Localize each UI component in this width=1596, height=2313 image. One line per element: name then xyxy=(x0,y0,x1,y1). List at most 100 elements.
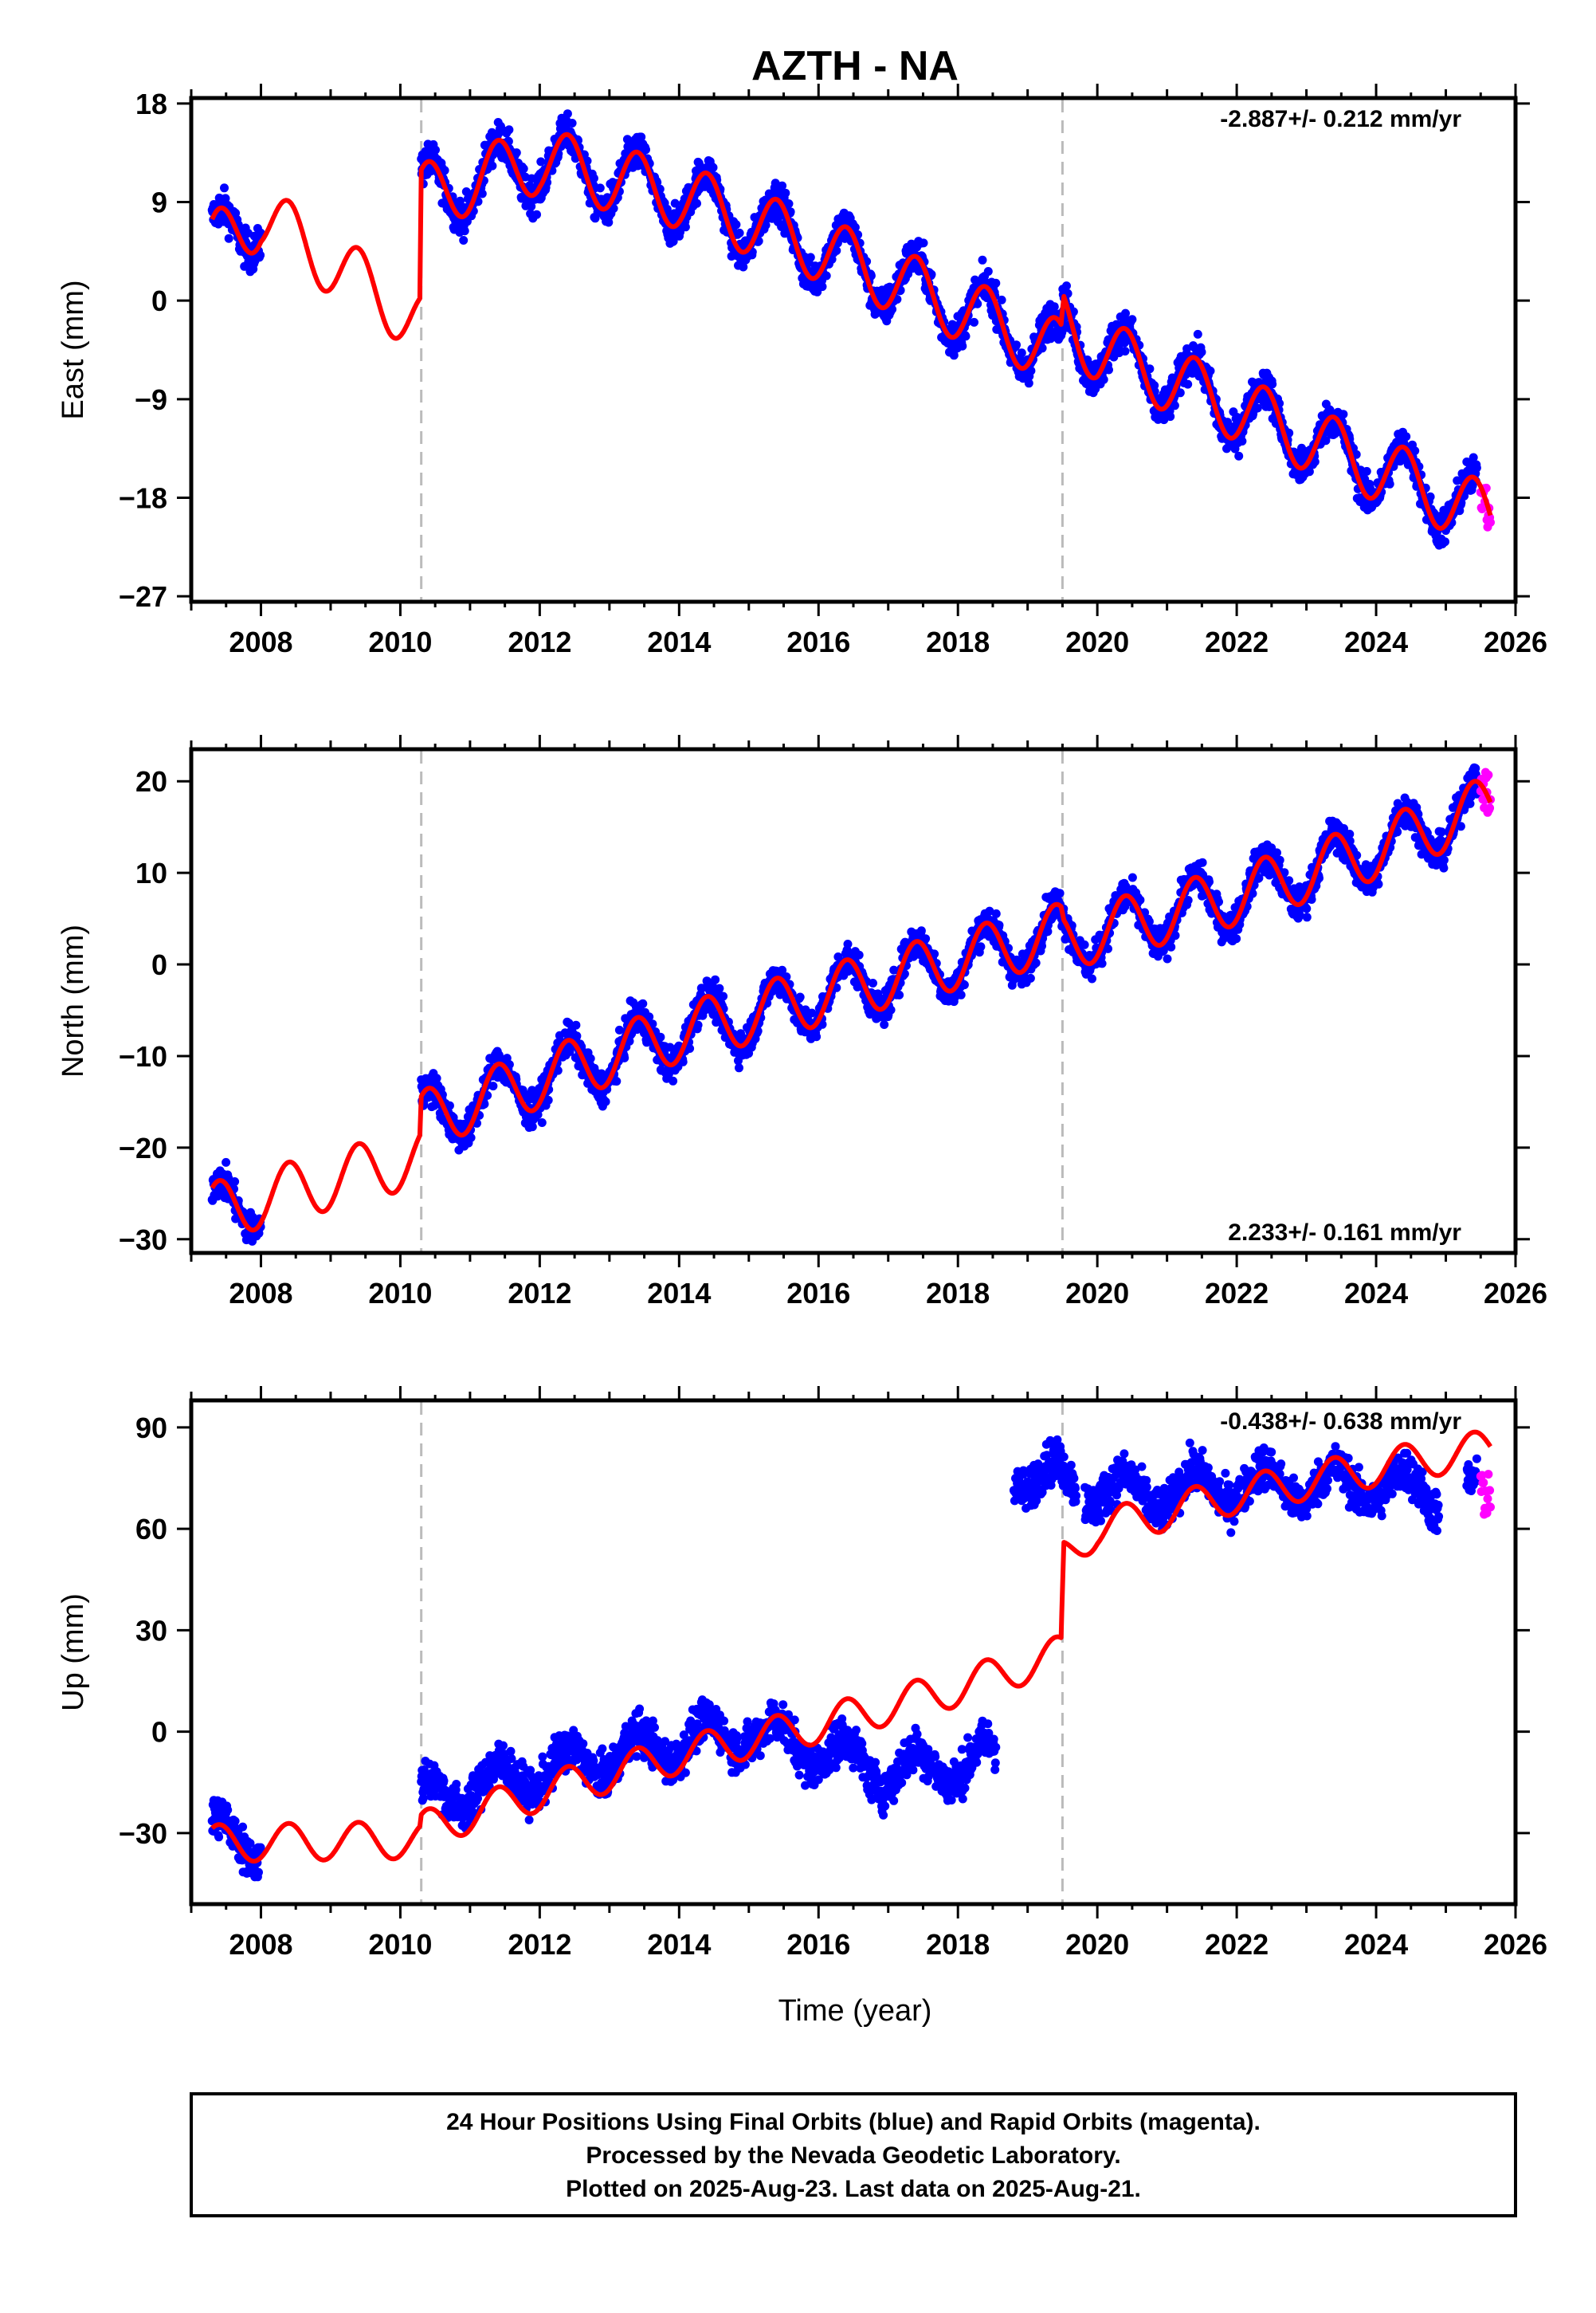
x-tick-label: 2008 xyxy=(229,626,292,658)
final-orbit-point xyxy=(880,1020,889,1029)
final-orbit-point xyxy=(1170,401,1179,410)
final-orbit-point xyxy=(711,975,720,984)
final-orbit-point xyxy=(1012,340,1021,350)
final-orbit-point xyxy=(1017,348,1026,358)
final-orbit-point xyxy=(662,204,672,214)
final-orbit-point xyxy=(527,202,536,211)
final-orbit-point xyxy=(586,1054,595,1063)
final-orbit-point xyxy=(1206,366,1215,375)
final-orbit-point xyxy=(1163,954,1172,964)
final-orbit-point xyxy=(1362,466,1371,476)
final-orbit-point xyxy=(1193,329,1202,339)
final-orbit-point xyxy=(589,174,598,183)
final-orbit-point xyxy=(1472,463,1481,473)
final-orbit-point xyxy=(949,351,959,360)
east-panel: 2008 2010 2012 2014 2016 2018 2020 2022 2024 2026… xyxy=(57,84,1547,658)
x-tick-label: 2022 xyxy=(1205,626,1269,658)
final-orbit-point xyxy=(1083,355,1092,364)
model-curve xyxy=(210,132,1493,531)
final-orbit-point xyxy=(1237,437,1247,446)
y-tick-label: −27 xyxy=(119,580,167,613)
y-tick-label: 9 xyxy=(151,187,167,219)
final-orbit-point xyxy=(869,979,877,988)
final-orbit-point xyxy=(477,189,487,198)
final-orbit-point xyxy=(991,909,1001,918)
final-orbit-point xyxy=(1088,974,1096,984)
final-orbit-point xyxy=(1049,302,1059,312)
final-orbit-point xyxy=(1062,281,1071,291)
final-orbit-point xyxy=(1024,379,1033,388)
rate-label: -2.887+/- 0.212 mm/yr xyxy=(1220,106,1461,132)
final-orbit-point xyxy=(978,255,987,265)
x-tick-label: 2024 xyxy=(1344,626,1408,658)
final-orbit-point xyxy=(622,135,632,144)
final-orbit-point xyxy=(563,109,572,119)
data-points xyxy=(207,763,1495,1246)
final-orbit-point xyxy=(488,161,497,171)
x-tick-label: 2020 xyxy=(1065,626,1129,658)
final-orbit-point xyxy=(692,198,701,208)
y-tick-label: −18 xyxy=(119,481,167,514)
final-orbit-point xyxy=(1198,858,1207,867)
final-orbit-point xyxy=(1121,308,1130,318)
y-tick-label: 18 xyxy=(135,88,167,120)
final-orbit-point xyxy=(637,132,646,142)
final-orbit-point xyxy=(997,295,1006,304)
final-orbit-point xyxy=(512,148,521,158)
final-orbit-point xyxy=(1055,889,1065,898)
final-orbit-point xyxy=(656,1032,665,1042)
x-tick-label: 2018 xyxy=(926,626,990,658)
final-orbit-point xyxy=(224,234,233,243)
final-orbit-point xyxy=(970,317,978,327)
final-orbit-point xyxy=(525,181,535,190)
final-orbit-point xyxy=(601,1097,610,1106)
final-orbit-point xyxy=(571,1020,581,1030)
x-tick-label: 2026 xyxy=(1484,626,1547,658)
final-orbit-point xyxy=(222,1157,231,1167)
final-orbit-point xyxy=(1166,412,1175,422)
final-orbit-point xyxy=(1145,364,1155,374)
final-orbit-point xyxy=(1284,876,1294,886)
north-panel: 2008 2010 2012 2014 2016 2018 2020 2022 2024 2026… xyxy=(57,735,1547,1310)
final-orbit-point xyxy=(731,220,741,230)
final-orbit-point xyxy=(459,236,469,245)
final-orbit-point xyxy=(1234,451,1244,461)
final-orbit-point xyxy=(1026,366,1036,375)
final-orbit-point xyxy=(888,304,897,314)
final-orbit-point xyxy=(1268,379,1277,389)
final-orbit-point xyxy=(669,237,678,246)
final-orbit-point xyxy=(1104,944,1112,953)
final-orbit-point xyxy=(715,984,724,993)
final-orbit-point xyxy=(735,1063,743,1073)
final-orbit-point xyxy=(466,1133,476,1142)
plot-frame xyxy=(189,96,1518,604)
final-orbit-point xyxy=(537,1118,547,1127)
final-orbit-point xyxy=(781,188,790,198)
x-tick-label: 2012 xyxy=(508,626,571,658)
final-orbit-point xyxy=(567,119,577,128)
final-orbit-point xyxy=(1197,348,1206,357)
y-tick-label: −9 xyxy=(135,383,167,416)
final-orbit-point xyxy=(739,262,748,272)
final-orbit-point xyxy=(680,222,690,232)
final-orbit-point xyxy=(1104,365,1113,375)
rapid-orbit-point xyxy=(1486,517,1495,527)
final-orbit-point xyxy=(1402,432,1411,442)
final-orbit-point xyxy=(854,950,864,960)
final-orbit-point xyxy=(961,332,971,341)
final-orbit-point xyxy=(818,282,827,292)
final-orbit-point xyxy=(822,271,831,281)
final-orbit-point xyxy=(1127,873,1137,882)
final-orbit-point xyxy=(536,157,546,167)
final-orbit-point xyxy=(230,1177,240,1186)
final-orbit-point xyxy=(1097,959,1107,968)
final-orbit-point xyxy=(812,1032,822,1042)
final-orbit-point xyxy=(850,222,860,232)
final-orbit-point xyxy=(1441,537,1449,547)
final-orbit-point xyxy=(669,1076,678,1086)
final-orbit-point xyxy=(543,1095,553,1105)
final-orbit-point xyxy=(1175,388,1185,398)
final-orbit-point xyxy=(976,942,986,952)
final-orbit-point xyxy=(795,992,805,1002)
